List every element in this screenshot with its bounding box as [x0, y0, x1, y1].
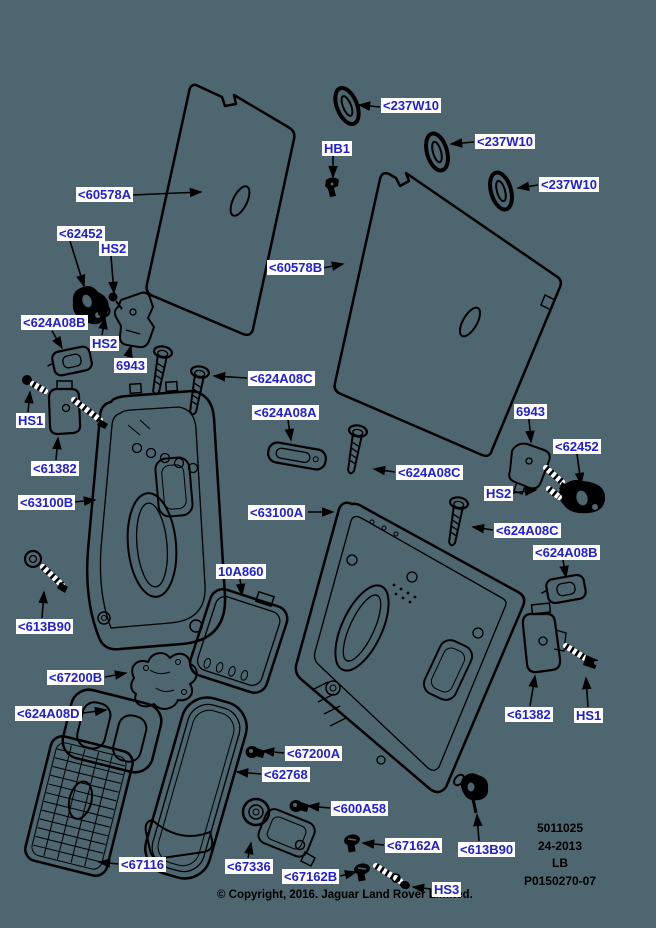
part-label-63100B[interactable]: <63100B: [18, 495, 76, 510]
striker-6943-2: [508, 442, 551, 495]
bolt-67200A: [245, 746, 265, 758]
bolt-600A58: [289, 800, 309, 812]
part-label-62452-b[interactable]: <62452: [553, 439, 601, 454]
screw-HS1-2: [563, 643, 598, 669]
striker-6943-1: [113, 291, 155, 349]
plate-ref: P0150270-07: [523, 873, 597, 888]
screw-613B90-1: [23, 549, 68, 593]
part-label-HS2-c[interactable]: HS2: [484, 486, 514, 501]
seat-frame-63100A: [294, 501, 526, 794]
part-label-237W10-b[interactable]: <237W10: [475, 134, 536, 149]
part-label-67200B[interactable]: <67200B: [47, 670, 105, 685]
lever-62452-2: [547, 480, 606, 514]
washer-HS2-2: [97, 304, 111, 318]
part-label-67162B[interactable]: <67162B: [282, 869, 340, 884]
part-label-HS2-b[interactable]: HS2: [90, 336, 120, 351]
part-label-60578B[interactable]: <60578B: [267, 260, 325, 275]
plate-number: 5011025: [536, 821, 584, 835]
bracket-624A08A: [267, 441, 327, 471]
part-label-613B90-b[interactable]: <613B90: [458, 842, 516, 857]
part-label-HS3[interactable]: HS3: [432, 882, 462, 897]
part-label-624A08B-a[interactable]: <624A08B: [21, 315, 88, 330]
part-label-6943-a[interactable]: 6943: [114, 358, 147, 373]
armrest-lid-10A860: [188, 587, 289, 694]
screw-HS2-1: [108, 292, 123, 310]
part-label-63100A[interactable]: <63100A: [248, 505, 306, 520]
part-label-624A08C-a[interactable]: <624A08C: [248, 371, 315, 386]
part-label-HS2-a[interactable]: HS2: [99, 241, 129, 256]
part-label-237W10-c[interactable]: <237W10: [539, 177, 600, 192]
part-label-624A08D[interactable]: <624A08D: [15, 706, 82, 721]
part-label-624A08C-c[interactable]: <624A08C: [494, 523, 561, 538]
part-label-HS1-b[interactable]: HS1: [574, 708, 604, 723]
part-label-67200A[interactable]: <67200A: [285, 746, 343, 761]
grid-panel-67116: [24, 735, 134, 877]
part-label-237W10-a[interactable]: <237W10: [381, 98, 442, 113]
part-label-67336[interactable]: <67336: [225, 859, 273, 874]
seat-back-board-60578B: [333, 171, 563, 458]
part-label-60578A[interactable]: <60578A: [76, 187, 134, 202]
bracket-67336: [241, 797, 316, 868]
part-label-61382-b[interactable]: <61382: [505, 707, 553, 722]
part-label-67162A[interactable]: <67162A: [385, 838, 443, 853]
screw-HS2-3: [543, 465, 570, 500]
seat-back-board-60578A: [145, 83, 296, 337]
bolt-HB1: [325, 177, 339, 197]
leader-lines: [24, 101, 592, 894]
plate-date: 24-2013: [537, 838, 583, 853]
plate-code: LB: [552, 856, 568, 870]
grommet-67162A: [344, 834, 360, 853]
part-label-62768[interactable]: <62768: [262, 767, 310, 782]
part-label-613B90-a[interactable]: <613B90: [16, 619, 74, 634]
plate-info: 5011025 24-2013 LB P0150270-07: [500, 820, 620, 890]
part-label-600A58[interactable]: <600A58: [331, 801, 389, 816]
part-label-67116[interactable]: <67116: [119, 857, 167, 872]
part-label-624A08B-b[interactable]: <624A08B: [533, 545, 600, 560]
part-label-62452-a[interactable]: <62452: [57, 226, 105, 241]
screw-HS1-1: [22, 375, 48, 394]
armrest-body-62768: [144, 696, 248, 880]
copyright-text: © Copyright, 2016. Jaguar Land Rover Lim…: [217, 889, 473, 901]
part-label-HS1-a[interactable]: HS1: [16, 413, 46, 428]
part-label-624A08C-b[interactable]: <624A08C: [396, 465, 463, 480]
grommet-67162B: [354, 863, 370, 882]
part-label-6943-b[interactable]: 6943: [514, 404, 547, 419]
part-label-HB1[interactable]: HB1: [322, 141, 353, 156]
latch-61382-2: [521, 602, 567, 674]
part-label-10A860[interactable]: 10A860: [216, 564, 266, 579]
screw-HS3: [373, 863, 410, 890]
part-label-61382-a[interactable]: <61382: [31, 461, 79, 476]
screw-613B90-2: [453, 773, 489, 814]
part-label-624A08A[interactable]: <624A08A: [252, 405, 319, 420]
latch-61382-1: [47, 380, 108, 436]
